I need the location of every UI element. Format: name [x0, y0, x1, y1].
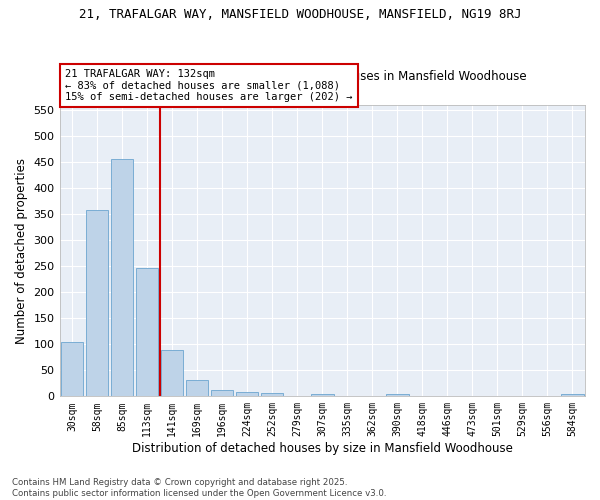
Bar — [386, 394, 409, 396]
Text: 21, TRAFALGAR WAY, MANSFIELD WOODHOUSE, MANSFIELD, NG19 8RJ: 21, TRAFALGAR WAY, MANSFIELD WOODHOUSE, … — [79, 8, 521, 20]
Bar — [161, 350, 184, 397]
Y-axis label: Number of detached properties: Number of detached properties — [15, 158, 28, 344]
Title: Size of property relative to detached houses in Mansfield Woodhouse: Size of property relative to detached ho… — [118, 70, 527, 83]
Bar — [111, 159, 133, 396]
Bar — [61, 342, 83, 396]
Bar — [86, 210, 109, 396]
Bar — [136, 268, 158, 396]
Bar — [186, 380, 208, 396]
Bar — [261, 393, 283, 396]
Bar — [561, 394, 584, 396]
Bar — [311, 394, 334, 396]
Bar — [236, 392, 259, 396]
Text: Contains HM Land Registry data © Crown copyright and database right 2025.
Contai: Contains HM Land Registry data © Crown c… — [12, 478, 386, 498]
X-axis label: Distribution of detached houses by size in Mansfield Woodhouse: Distribution of detached houses by size … — [132, 442, 513, 455]
Text: 21 TRAFALGAR WAY: 132sqm
← 83% of detached houses are smaller (1,088)
15% of sem: 21 TRAFALGAR WAY: 132sqm ← 83% of detach… — [65, 69, 352, 102]
Bar — [211, 390, 233, 396]
